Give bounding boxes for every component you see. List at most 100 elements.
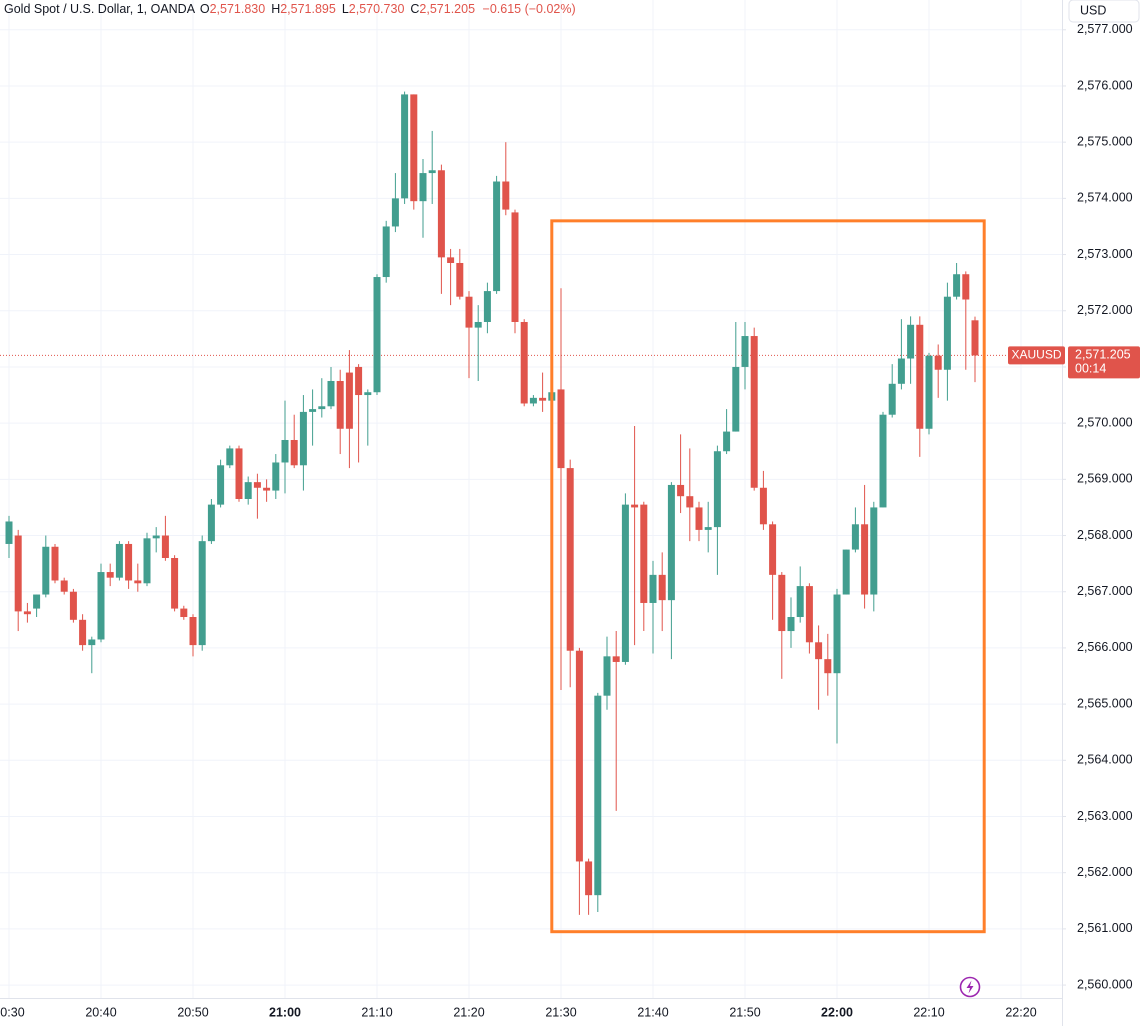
symbol-name: Gold Spot / U.S. Dollar, 1, OANDA bbox=[4, 2, 195, 16]
candle-body bbox=[318, 406, 326, 410]
candle-body bbox=[189, 617, 197, 646]
ohlc-key: C bbox=[410, 2, 420, 16]
x-tick-label: 21:00 bbox=[269, 1005, 301, 1019]
x-tick-label: 22:10 bbox=[913, 1005, 944, 1019]
candle-body bbox=[51, 546, 59, 581]
ohlc-value: 2,571.205 bbox=[419, 2, 476, 16]
candle-body bbox=[447, 257, 455, 263]
candle-body bbox=[511, 212, 519, 322]
candle-body bbox=[14, 535, 22, 612]
candle-body bbox=[502, 181, 510, 210]
icon-bolt[interactable] bbox=[966, 980, 974, 994]
candle-body bbox=[235, 448, 243, 499]
candle-body bbox=[410, 94, 418, 202]
candle-body bbox=[60, 580, 68, 592]
price-change: −0.615 (−0.02%) bbox=[482, 2, 576, 16]
y-tick-label: 2,560.000 bbox=[1077, 977, 1133, 991]
candle-body bbox=[649, 574, 657, 603]
candle-body bbox=[557, 389, 565, 469]
price-badge bbox=[1068, 346, 1140, 379]
y-tick-label: 2,566.000 bbox=[1077, 640, 1133, 654]
candle-body bbox=[217, 465, 225, 505]
x-tick-label: 21:10 bbox=[361, 1005, 392, 1019]
currency-label[interactable]: USD bbox=[1080, 3, 1106, 17]
candle-body bbox=[198, 541, 206, 646]
candle-body bbox=[309, 409, 317, 412]
candle-body bbox=[152, 535, 160, 539]
x-tick-label: 20:40 bbox=[85, 1005, 116, 1019]
candle-body bbox=[327, 380, 335, 407]
candle-body bbox=[364, 392, 372, 396]
candle-body bbox=[594, 695, 602, 896]
ohlc-values: O2,571.830 H2,571.895 L2,570.730 C2,571.205 bbox=[198, 2, 479, 16]
candle-body bbox=[180, 608, 188, 618]
candle-body bbox=[916, 324, 924, 429]
candle-body bbox=[428, 170, 436, 174]
candle-body bbox=[207, 504, 215, 542]
y-tick-label: 2,567.000 bbox=[1077, 584, 1133, 598]
y-tick-label: 2,563.000 bbox=[1077, 809, 1133, 823]
annotation-box bbox=[550, 219, 986, 934]
ohlc-value: 2,571.895 bbox=[280, 2, 336, 16]
symbol-badge bbox=[1008, 346, 1065, 365]
candle-body bbox=[382, 226, 390, 278]
price-badge-label: 2,571.205 bbox=[1075, 348, 1131, 362]
candle-body bbox=[529, 397, 537, 404]
candle-body bbox=[667, 484, 675, 601]
candle-body bbox=[42, 546, 50, 595]
candle-body bbox=[373, 277, 381, 393]
candle-body bbox=[943, 296, 951, 370]
candle-body bbox=[345, 372, 353, 429]
candle-body bbox=[759, 487, 767, 525]
lightning-icon[interactable] bbox=[959, 976, 981, 998]
candle-body bbox=[713, 451, 721, 528]
candle-body bbox=[299, 411, 307, 466]
candle-body bbox=[290, 439, 298, 466]
candle-body bbox=[888, 383, 896, 415]
candle-body bbox=[805, 586, 813, 643]
candle-body bbox=[971, 320, 979, 356]
candle-body bbox=[861, 524, 869, 595]
y-tick-label: 2,561.000 bbox=[1077, 921, 1133, 935]
y-tick-label: 2,575.000 bbox=[1077, 134, 1133, 148]
candle-body bbox=[732, 366, 740, 432]
candle-body bbox=[281, 439, 289, 463]
candle-body bbox=[566, 468, 574, 651]
countdown-label: 00:14 bbox=[1075, 362, 1106, 376]
symbol-badge-label: XAUUSD bbox=[1011, 348, 1061, 362]
candle-body bbox=[953, 274, 961, 297]
candle-body bbox=[493, 181, 501, 292]
y-tick-label: 2,576.000 bbox=[1077, 78, 1133, 92]
x-tick-label: 22:20 bbox=[1005, 1005, 1036, 1019]
candle-body bbox=[474, 321, 482, 328]
candle-body bbox=[263, 487, 271, 491]
y-tick-label: 2,569.000 bbox=[1077, 472, 1133, 486]
y-tick-label: 2,572.000 bbox=[1077, 303, 1133, 317]
candle-body bbox=[677, 484, 685, 497]
y-tick-label: 2,574.000 bbox=[1077, 191, 1133, 205]
y-tick-label: 2,573.000 bbox=[1077, 247, 1133, 261]
candle-body bbox=[33, 594, 41, 609]
y-tick-label: 2,568.000 bbox=[1077, 528, 1133, 542]
candle-body bbox=[244, 482, 252, 499]
candle-body bbox=[603, 656, 611, 696]
ohlc-key: O bbox=[199, 2, 210, 16]
candle-body bbox=[69, 591, 77, 620]
y-tick-label: 2,565.000 bbox=[1077, 696, 1133, 710]
candle-body bbox=[750, 336, 758, 488]
candle-body bbox=[5, 521, 13, 544]
candle-body bbox=[723, 431, 731, 452]
candle-body bbox=[796, 586, 804, 618]
candle-body bbox=[824, 659, 832, 674]
ohlc-key: L bbox=[341, 2, 349, 16]
candle-body bbox=[106, 572, 114, 578]
currency-button[interactable] bbox=[1068, 0, 1140, 23]
plot-area bbox=[0, 91, 1062, 934]
candle-body bbox=[640, 504, 648, 603]
candle-body bbox=[272, 462, 280, 491]
candle-body bbox=[695, 507, 703, 530]
candle-body bbox=[483, 291, 491, 322]
candle-body bbox=[833, 594, 841, 674]
candle-body bbox=[125, 543, 133, 581]
ohlc-value: 2,570.730 bbox=[348, 2, 405, 16]
